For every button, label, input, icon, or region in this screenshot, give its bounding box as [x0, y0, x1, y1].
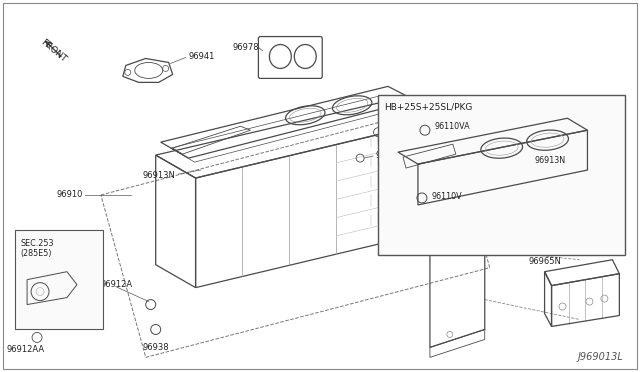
Text: 96930M: 96930M: [465, 233, 499, 242]
Text: 96912N: 96912N: [520, 186, 552, 195]
Text: 96912AA: 96912AA: [6, 345, 44, 354]
Text: 96912A: 96912A: [375, 151, 407, 160]
Text: J969013L: J969013L: [578, 352, 623, 362]
Text: 96921: 96921: [477, 167, 503, 177]
Text: 96110VA: 96110VA: [435, 122, 470, 131]
Text: (285E5): (285E5): [20, 249, 52, 258]
Text: 96930M: 96930M: [455, 232, 488, 241]
Text: 96938: 96938: [142, 343, 169, 352]
Text: 96913N: 96913N: [143, 170, 175, 180]
Text: FRONT: FRONT: [38, 37, 68, 64]
Text: (284H3): (284H3): [413, 186, 444, 195]
Text: 96911: 96911: [455, 203, 481, 212]
Text: SEC.280: SEC.280: [413, 179, 444, 187]
FancyBboxPatch shape: [378, 95, 625, 255]
Text: 96912A: 96912A: [400, 100, 432, 109]
FancyBboxPatch shape: [3, 3, 637, 369]
Text: SEC.253: SEC.253: [20, 239, 54, 248]
Text: 96978: 96978: [232, 43, 259, 52]
Text: HB+25S+25SL/PKG: HB+25S+25SL/PKG: [384, 103, 472, 112]
Text: 96912A: 96912A: [101, 280, 133, 289]
FancyBboxPatch shape: [15, 230, 103, 330]
Text: 96938: 96938: [390, 124, 417, 133]
Text: 96110V: 96110V: [432, 192, 463, 202]
Text: 96910: 96910: [56, 190, 83, 199]
Text: 96941: 96941: [189, 52, 215, 61]
Text: 96913N: 96913N: [534, 155, 566, 164]
Text: 96965N: 96965N: [528, 257, 561, 266]
